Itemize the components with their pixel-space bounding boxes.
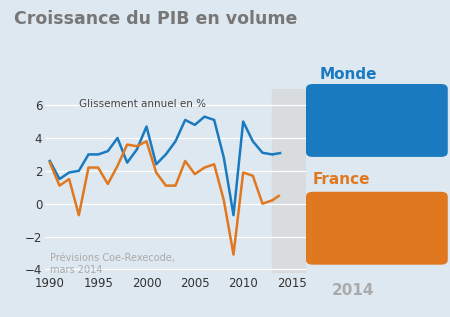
Text: Monde: Monde xyxy=(320,68,377,82)
Bar xyxy=(272,89,306,273)
Text: + 0,6 %: + 0,6 % xyxy=(342,219,413,236)
Text: France: France xyxy=(313,172,370,187)
Text: Glissement annuel en %: Glissement annuel en % xyxy=(79,99,206,109)
Text: 2014: 2014 xyxy=(332,283,374,298)
Text: + 3,1 %: + 3,1 % xyxy=(342,111,413,129)
Text: Prévisions Coe-Rexecode,
mars 2014: Prévisions Coe-Rexecode, mars 2014 xyxy=(50,253,175,275)
Text: Croissance du PIB en volume: Croissance du PIB en volume xyxy=(14,10,297,28)
